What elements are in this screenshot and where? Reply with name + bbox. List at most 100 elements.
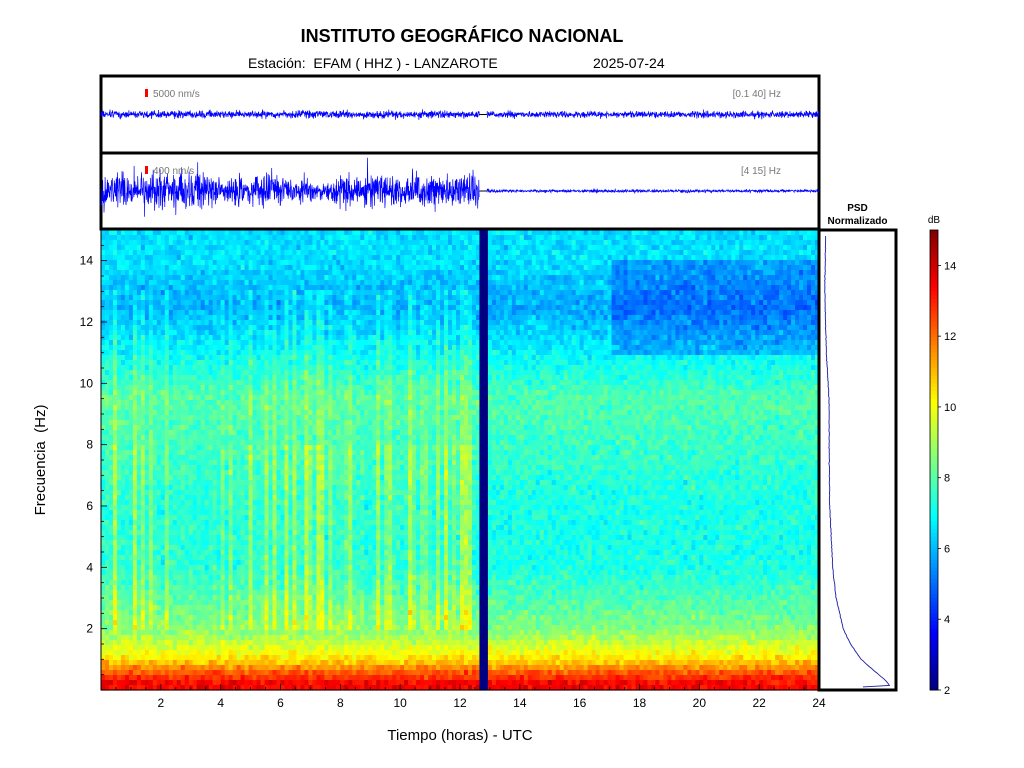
spectrogram-cell bbox=[144, 440, 150, 446]
spectrogram-cell bbox=[148, 315, 154, 321]
spectrogram-cell bbox=[308, 615, 314, 621]
spectrogram-cell bbox=[136, 495, 142, 501]
spectrogram-cell bbox=[244, 285, 250, 291]
station-name: EFAM ( HHZ ) - LANZAROTE bbox=[313, 55, 498, 71]
spectrogram-cell bbox=[112, 275, 118, 281]
spectrogram-cell bbox=[180, 610, 186, 616]
spectrogram-cell bbox=[124, 685, 130, 691]
spectrogram-cell bbox=[212, 655, 218, 661]
spectrogram-cell bbox=[276, 590, 282, 596]
spectrogram-cell bbox=[200, 410, 206, 416]
spectrogram-cell bbox=[296, 485, 302, 491]
spectrogram-cell bbox=[228, 680, 234, 686]
spectrogram-cell bbox=[256, 485, 262, 491]
spectrogram-cell bbox=[101, 655, 106, 661]
spectrogram-cell bbox=[212, 610, 218, 616]
spectrogram-cell bbox=[216, 445, 222, 451]
spectrogram-cell bbox=[284, 430, 290, 436]
spectrogram-cell bbox=[316, 230, 321, 236]
spectrogram-cell bbox=[104, 330, 110, 336]
spectrogram-cell bbox=[104, 645, 110, 651]
spectrogram-cell bbox=[208, 555, 214, 561]
spectrogram-cell bbox=[120, 355, 126, 361]
spectrogram-cell bbox=[204, 380, 210, 386]
spectrogram-cell bbox=[168, 385, 174, 391]
spectrogram-cell bbox=[276, 490, 282, 496]
spectrogram-cell bbox=[212, 350, 218, 356]
spectrogram-cell bbox=[128, 550, 134, 556]
spectrogram-cell bbox=[252, 270, 258, 276]
spectrogram-cell bbox=[112, 375, 118, 381]
spectrogram-cell bbox=[216, 580, 222, 586]
spectrogram-cell bbox=[108, 230, 114, 236]
spectrogram-cell bbox=[196, 590, 202, 596]
spectrogram-cell bbox=[108, 650, 114, 656]
spectrogram-cell bbox=[272, 670, 278, 676]
spectrogram-cell bbox=[101, 465, 106, 471]
spectrogram-cell bbox=[264, 395, 270, 401]
spectrogram-cell bbox=[276, 245, 282, 251]
spectrogram-cell bbox=[292, 685, 298, 691]
spectrogram-cell bbox=[192, 490, 198, 496]
spectrogram-cell bbox=[184, 360, 190, 366]
spectrogram-cell bbox=[308, 585, 314, 591]
spectrogram-cell bbox=[192, 615, 198, 621]
spectrogram-cell bbox=[272, 615, 278, 621]
spectrogram-cell bbox=[152, 560, 158, 566]
spectrogram-cell bbox=[168, 635, 174, 641]
spectrogram-cell bbox=[128, 270, 134, 276]
spectrogram-cell bbox=[268, 435, 274, 441]
spectrogram-cell bbox=[164, 305, 170, 311]
spectrogram-cell bbox=[260, 355, 266, 361]
spectrogram-cell bbox=[120, 520, 126, 526]
spectrogram-cell bbox=[212, 485, 218, 491]
spectrogram-cell bbox=[292, 300, 298, 306]
spectrogram-cell bbox=[280, 685, 286, 691]
spectrogram-cell bbox=[260, 555, 266, 561]
spectrogram-cell bbox=[228, 290, 234, 296]
spectrogram-cell bbox=[264, 365, 270, 371]
spectrogram-cell bbox=[232, 370, 238, 376]
spectrogram-cell bbox=[152, 240, 158, 246]
spectrogram-cell bbox=[140, 465, 146, 471]
spectrogram-cell bbox=[300, 375, 306, 381]
spectrogram-cell bbox=[176, 490, 182, 496]
spectrogram-cell bbox=[312, 580, 317, 586]
spectrogram-cell bbox=[228, 340, 234, 346]
spectrogram-cell bbox=[184, 405, 190, 411]
spectrogram-cell bbox=[160, 415, 166, 421]
spectrogram-cell bbox=[152, 545, 158, 551]
spectrogram-cell bbox=[224, 290, 230, 296]
spectrogram-cell bbox=[152, 520, 158, 526]
spectrogram-cell bbox=[176, 295, 182, 301]
spectrogram-cell bbox=[276, 335, 282, 341]
spectrogram-cell bbox=[224, 340, 230, 346]
spectrogram-cell bbox=[240, 385, 246, 391]
spectrogram-cell bbox=[304, 505, 310, 511]
spectrogram-cell bbox=[300, 670, 306, 676]
spectrogram-cell bbox=[208, 345, 214, 351]
spectrogram-cell bbox=[316, 250, 321, 256]
spectrogram-cell bbox=[280, 635, 286, 641]
spectrogram-cell bbox=[288, 420, 294, 426]
spectrogram-cell bbox=[124, 600, 130, 606]
spectrogram-cell bbox=[160, 560, 166, 566]
spectrogram-cell bbox=[312, 605, 317, 611]
spectrogram-cell bbox=[212, 510, 218, 516]
spectrogram-cell bbox=[188, 395, 194, 401]
spectrogram-cell bbox=[148, 240, 154, 246]
spectrogram-cell bbox=[252, 485, 258, 491]
spectrogram-cell bbox=[168, 375, 174, 381]
spectrogram-cell bbox=[248, 650, 254, 656]
spectrogram-cell bbox=[264, 275, 270, 281]
spectrogram-cell bbox=[284, 650, 290, 656]
spectrogram-cell bbox=[236, 435, 242, 441]
spectrogram-cell bbox=[156, 305, 162, 311]
spectrogram-cell bbox=[240, 685, 246, 691]
spectrogram-cell bbox=[101, 240, 106, 246]
spectrogram-cell bbox=[101, 520, 106, 526]
spectrogram-cell bbox=[224, 565, 230, 571]
spectrogram-cell bbox=[256, 575, 262, 581]
spectrogram-cell bbox=[156, 450, 162, 456]
spectrogram-cell bbox=[268, 560, 274, 566]
